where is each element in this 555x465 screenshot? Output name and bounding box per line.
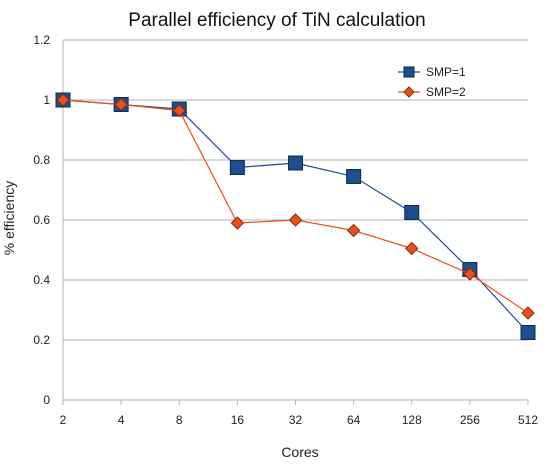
legend-marker (403, 66, 415, 78)
data-point (346, 223, 361, 238)
data-point (405, 241, 419, 256)
y-tick-label: 1 (43, 93, 50, 107)
series-smp-2 (56, 93, 535, 320)
legend-entry: SMP=1 (398, 65, 466, 79)
x-tick-label: 256 (460, 413, 480, 427)
data-point (520, 325, 536, 340)
x-tick-label: 32 (289, 413, 303, 427)
data-point (230, 216, 245, 230)
axes: 0 0.2 0.4 0.6 0.8 1 1.2 2 4 8 16 32 64 128 256 512 (33, 33, 538, 427)
data-point (521, 306, 535, 320)
y-tick-label: 0.6 (33, 213, 50, 227)
y-tick-label: 0 (43, 393, 50, 407)
series-line (62, 99, 529, 314)
data-point (463, 267, 477, 281)
legend-marker (403, 86, 415, 98)
chart-title: Parallel efficiency of TiN calculation (128, 10, 425, 31)
y-tick-label: 0.2 (33, 333, 50, 347)
y-tick-label: 1.2 (33, 33, 50, 47)
legend-entry: SMP=2 (398, 85, 466, 99)
x-tick-label: 64 (347, 413, 361, 427)
legend: SMP=1 SMP=2 (398, 65, 466, 99)
y-tick-label: 0.4 (33, 273, 50, 287)
data-point (288, 155, 303, 171)
x-tick-label: 4 (118, 413, 125, 427)
x-tick-label: 512 (518, 413, 538, 427)
x-tick-label: 2 (60, 413, 67, 427)
data-point (56, 93, 70, 107)
data-point (229, 160, 245, 175)
legend-label: SMP=1 (426, 65, 466, 79)
data-point (404, 205, 420, 220)
x-axis-label: Cores (281, 444, 318, 460)
data-point (288, 213, 303, 227)
data-point (346, 169, 362, 184)
data-point (172, 103, 186, 118)
x-tick-label: 16 (231, 413, 245, 427)
x-tick-label: 8 (176, 413, 183, 427)
legend-label: SMP=2 (426, 85, 466, 99)
y-axis-label: % efficiency (1, 181, 17, 255)
x-tick-label: 128 (402, 413, 422, 427)
series-group (55, 92, 536, 340)
y-tick-label: 0.8 (33, 153, 50, 167)
data-point (114, 97, 128, 112)
